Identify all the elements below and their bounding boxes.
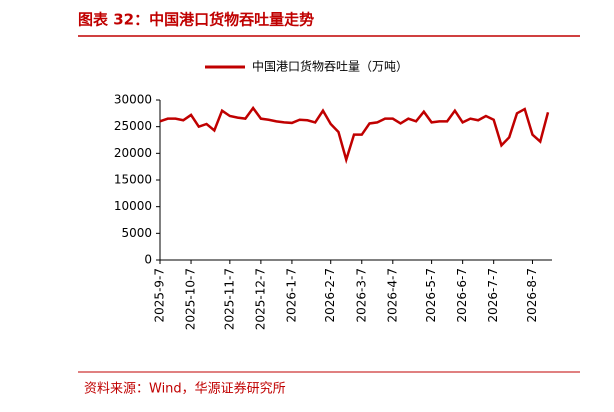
chart-title: 图表 32：中国港口货物吞吐量走势	[78, 11, 314, 29]
x-tick-label: 2026-2-7	[323, 268, 337, 322]
x-tick-label: 2026-6-7	[455, 268, 469, 322]
y-tick-label: 10000	[114, 199, 152, 213]
y-tick-label: 15000	[114, 173, 152, 187]
y-tick-label: 25000	[114, 119, 152, 133]
x-tick-label: 2026-1-7	[284, 268, 298, 322]
y-tick-label: 5000	[121, 226, 152, 240]
x-tick-label: 2025-9-7	[153, 268, 167, 322]
x-tick-label: 2025-12-7	[253, 268, 267, 330]
y-tick-label: 0	[144, 253, 152, 267]
y-tick-label: 30000	[114, 93, 152, 107]
y-tick-label: 20000	[114, 146, 152, 160]
x-tick-label: 2026-5-7	[424, 268, 438, 322]
x-tick-label: 2026-4-7	[385, 268, 399, 322]
x-tick-label: 2026-7-7	[486, 268, 500, 322]
line	[159, 105, 550, 165]
x-tick-label: 2026-8-7	[525, 268, 539, 322]
source: 资料来源：Wind，华源证券研究所	[84, 381, 286, 397]
x-tick-label: 2026-3-7	[354, 268, 368, 322]
x-tick-label: 2025-11-7	[222, 268, 236, 330]
x-tick-label: 2025-10-7	[184, 268, 198, 330]
legend-label: 中国港口货物吞吐量（万吨）	[252, 59, 408, 74]
